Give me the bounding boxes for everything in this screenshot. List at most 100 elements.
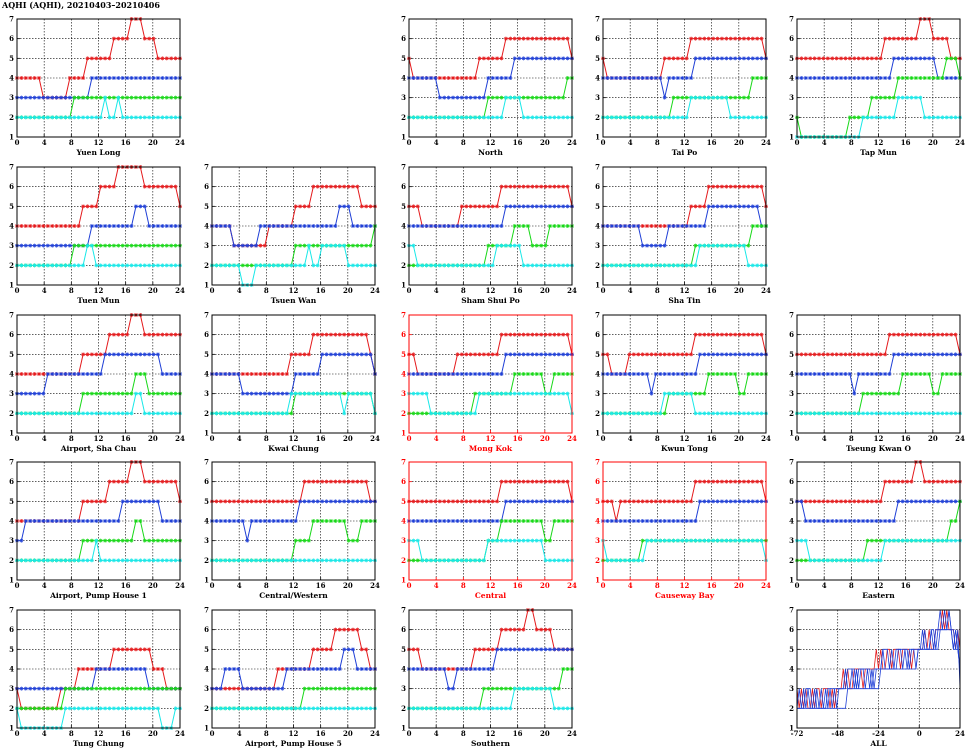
data-point (89, 115, 94, 120)
data-point (311, 184, 316, 189)
data-point (473, 204, 478, 209)
data-point (169, 519, 174, 523)
data-point (565, 204, 570, 209)
data-point (530, 647, 535, 652)
data-point (446, 686, 451, 691)
data-point (103, 411, 108, 416)
data-point (909, 538, 914, 543)
x-tick-label: 8 (655, 581, 660, 590)
data-point (865, 56, 870, 61)
data-point (155, 56, 160, 61)
data-point (111, 538, 116, 543)
data-point (364, 558, 369, 563)
data-point (733, 411, 738, 416)
data-point (913, 56, 918, 61)
data-point (350, 538, 355, 543)
data-point (697, 538, 702, 543)
data-point (512, 499, 517, 504)
data-point (913, 538, 918, 543)
data-point (232, 243, 237, 248)
y-tick-label: 4 (401, 665, 406, 674)
data-point (909, 499, 914, 504)
data-point (442, 95, 447, 100)
data-point (891, 519, 896, 523)
data-point (702, 95, 707, 100)
data-point (129, 706, 134, 711)
data-point (741, 36, 746, 41)
x-tick-label: 24 (955, 434, 965, 443)
y-tick-label: 5 (204, 497, 209, 506)
data-point (706, 479, 711, 484)
data-point (284, 519, 289, 523)
data-point (931, 352, 936, 357)
data-point (481, 391, 486, 396)
data-point (949, 499, 954, 504)
data-point (874, 76, 879, 80)
data-point (315, 224, 320, 228)
y-tick-label: 1 (9, 133, 14, 142)
data-point (671, 263, 676, 268)
x-tick-label: 8 (461, 434, 466, 443)
data-point (473, 667, 478, 671)
data-point (649, 499, 654, 504)
data-point (214, 224, 219, 228)
data-point (556, 706, 561, 711)
data-point (89, 706, 94, 711)
data-point (63, 558, 68, 563)
data-point (142, 76, 147, 80)
data-point (324, 686, 329, 691)
data-point (741, 56, 746, 61)
data-point (214, 706, 219, 711)
data-point (534, 627, 539, 632)
data-point (293, 263, 298, 268)
data-point (81, 263, 86, 268)
data-point (847, 499, 852, 504)
data-point (94, 391, 99, 396)
data-point (98, 56, 103, 61)
data-point (534, 519, 539, 523)
y-tick-label: 3 (9, 389, 14, 398)
data-point (887, 36, 892, 41)
data-point (276, 686, 281, 691)
panel-title: Central (475, 591, 506, 600)
data-point (530, 243, 535, 248)
data-point (240, 519, 245, 523)
data-point (944, 36, 949, 41)
data-point (429, 667, 434, 671)
data-point (98, 558, 103, 563)
data-point (521, 499, 526, 504)
data-point (905, 372, 910, 376)
data-point (258, 558, 263, 563)
data-point (451, 76, 456, 80)
data-point (517, 332, 522, 337)
data-point (258, 411, 263, 416)
x-tick-label: 0 (15, 138, 20, 147)
data-point (138, 706, 143, 711)
data-point (116, 332, 121, 337)
data-point (481, 499, 486, 504)
data-point (623, 76, 628, 80)
data-point (342, 243, 347, 248)
data-point (173, 56, 178, 61)
data-point (169, 558, 174, 563)
data-point (107, 263, 112, 268)
data-point (151, 184, 156, 189)
data-point (852, 411, 857, 416)
data-point (922, 372, 927, 376)
data-point (495, 391, 500, 396)
data-point (640, 372, 645, 376)
data-point (521, 184, 526, 189)
data-point (50, 115, 55, 120)
data-point (120, 224, 125, 228)
data-point (706, 352, 711, 357)
data-point (649, 115, 654, 120)
data-point (155, 667, 160, 671)
data-point (534, 499, 539, 504)
data-point (649, 352, 654, 357)
data-point (927, 411, 932, 416)
data-point (364, 519, 369, 523)
data-point (552, 479, 557, 484)
data-point (324, 499, 329, 504)
data-point (415, 391, 420, 396)
